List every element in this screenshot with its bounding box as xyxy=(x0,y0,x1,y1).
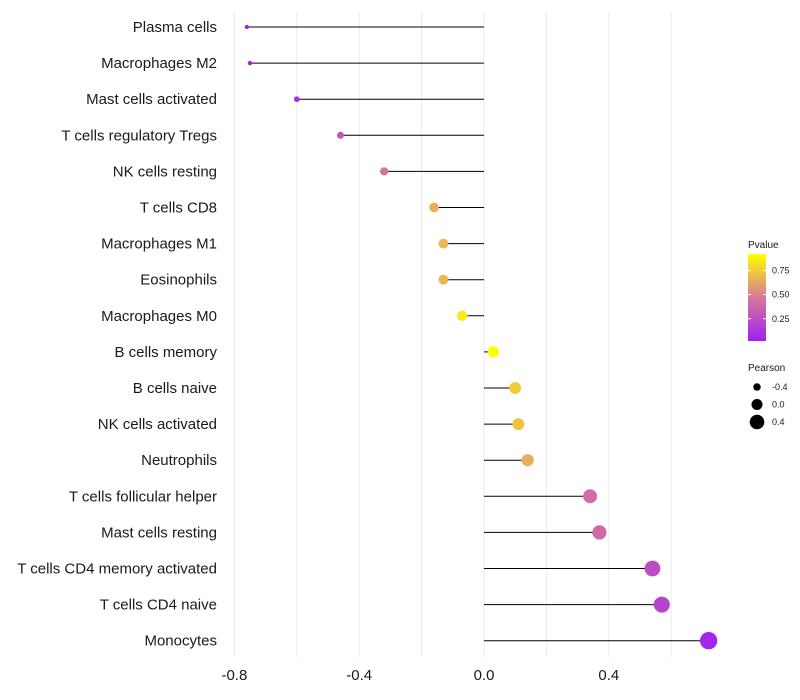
legend-colorbar-ticks: 0.25 0.50 0.75 xyxy=(748,265,790,324)
y-axis-category-label: T cells regulatory Tregs xyxy=(61,127,217,144)
y-axis-category-label: NK cells resting xyxy=(113,163,217,180)
y-axis-category-label: Plasma cells xyxy=(133,19,217,36)
lollipop-point xyxy=(456,310,468,322)
legend-size-keys: -0.4 0.0 0.4 xyxy=(749,382,788,430)
lollipop-point xyxy=(429,202,439,213)
lollipop-point xyxy=(644,560,661,577)
x-axis-tick-label: 0.0 xyxy=(474,667,495,684)
y-axis-category-label: NK cells activated xyxy=(98,416,217,433)
lollipop-points xyxy=(244,24,718,650)
x-axis-tick-label: -0.8 xyxy=(221,667,247,684)
y-axis-category-label: T cells CD8 xyxy=(140,200,217,217)
legend-colorbar-tick-label: 0.25 xyxy=(772,314,790,324)
legend-colorbar-tick-label: 0.75 xyxy=(772,265,790,275)
lollipop-point xyxy=(380,167,389,176)
lollipop-point xyxy=(653,596,670,613)
x-axis-labels: -0.8 -0.4 0.0 0.4 xyxy=(221,667,619,684)
y-axis-category-label: T cells CD4 memory activated xyxy=(17,561,217,578)
legend-size-key xyxy=(749,414,765,430)
legend-colorbar-tick-label: 0.50 xyxy=(772,290,790,300)
y-axis-category-label: Macrophages M2 xyxy=(101,55,217,72)
legend-size-key xyxy=(753,383,761,391)
y-axis-category-label: Mast cells resting xyxy=(101,524,217,541)
y-axis-category-label: B cells naive xyxy=(133,380,217,397)
legend-colorbar xyxy=(748,254,766,341)
lollipop-point xyxy=(509,382,522,394)
y-axis-category-label: Macrophages M0 xyxy=(101,308,217,325)
x-axis-tick-label: 0.4 xyxy=(598,667,619,684)
y-axis-category-label: Monocytes xyxy=(144,633,217,650)
y-axis-category-label: T cells follicular helper xyxy=(69,488,217,505)
lollipop-point xyxy=(487,346,500,358)
legend-pvalue-title: Pvalue xyxy=(748,240,779,251)
y-axis-category-label: Neutrophils xyxy=(141,452,217,469)
legend-pearson-title: Pearson xyxy=(748,363,785,374)
y-axis-labels: Plasma cells Macrophages M2 Mast cells act… xyxy=(17,19,217,650)
legend: Pvalue 0.25 0.50 0.75 Pearson -0.4 0.0 0.4 xyxy=(748,240,790,430)
lollipop-point xyxy=(438,238,449,249)
lollipop-point xyxy=(438,274,449,285)
lollipop-point xyxy=(247,60,253,66)
lollipop-point xyxy=(293,96,300,103)
lollipop-point xyxy=(592,525,607,540)
y-axis-category-label: Eosinophils xyxy=(140,272,217,289)
y-axis-category-label: Mast cells activated xyxy=(86,91,217,108)
grid-lines xyxy=(233,12,672,657)
y-axis-category-label: B cells memory xyxy=(114,344,217,361)
lollipop-segments xyxy=(246,26,709,642)
lollipop-point xyxy=(521,454,534,467)
lollipop-point xyxy=(512,418,525,431)
y-axis-category-label: Macrophages M1 xyxy=(101,236,217,253)
legend-size-label: 0.0 xyxy=(772,400,785,410)
y-axis-category-label: T cells CD4 naive xyxy=(100,597,217,614)
lollipop-point xyxy=(336,131,344,139)
legend-size-label: 0.4 xyxy=(772,417,785,427)
lollipop-point xyxy=(244,24,250,30)
lollipop-point xyxy=(583,489,598,504)
legend-size-label: -0.4 xyxy=(772,382,788,392)
legend-size-key xyxy=(751,398,763,411)
lollipop-point xyxy=(699,632,718,650)
x-axis-tick-label: -0.4 xyxy=(346,667,372,684)
